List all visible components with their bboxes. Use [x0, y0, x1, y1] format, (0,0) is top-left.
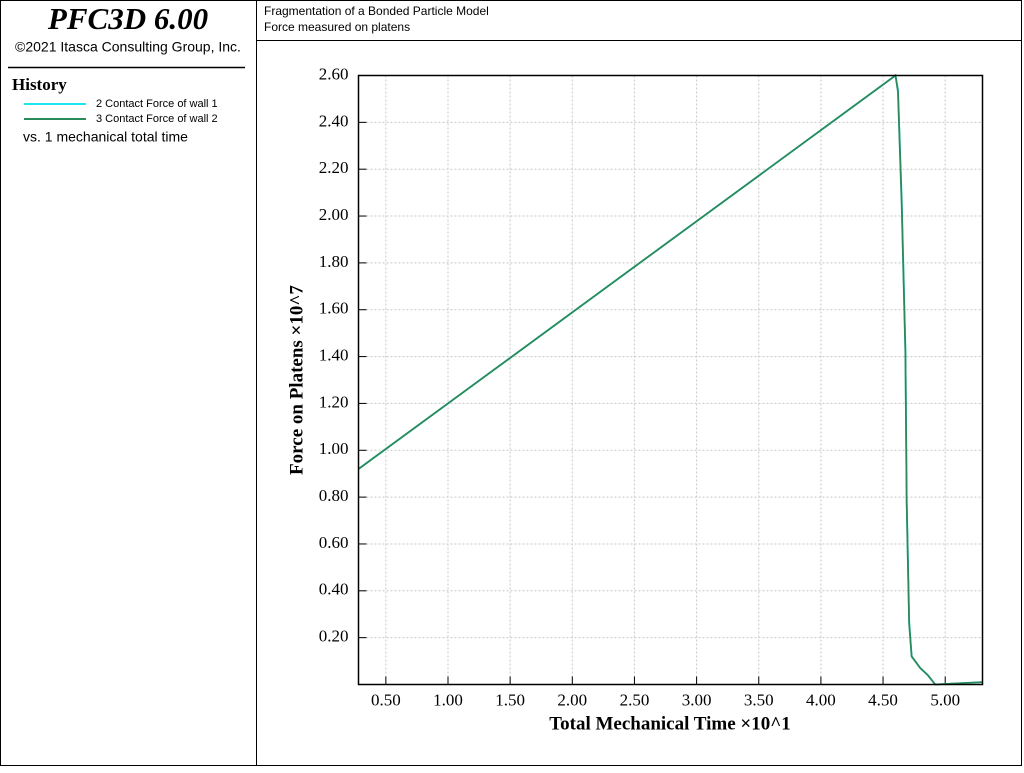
- legend-entry: 3 Contact Force of wall 2: [96, 113, 218, 125]
- legend-title: History: [12, 75, 67, 94]
- x-axis-title: Total Mechanical Time ×10^1: [549, 713, 791, 734]
- legend-entry: 2 Contact Force of wall 1: [96, 98, 218, 110]
- y-tick-label: 0.20: [319, 627, 349, 646]
- x-tick-label: 3.00: [682, 690, 712, 709]
- x-tick-label: 5.00: [930, 690, 960, 709]
- y-tick-label: 2.20: [319, 158, 349, 177]
- y-tick-label: 0.60: [319, 533, 349, 552]
- plot-frame: [357, 74, 984, 686]
- x-tick-label: 1.00: [433, 690, 463, 709]
- series-line: [357, 73, 983, 686]
- y-tick-label: 1.00: [319, 439, 349, 458]
- y-tick-label: 0.40: [319, 580, 349, 599]
- plot: 0.50 1.00 1.50 2.00 2.50 3.00 3.50 4.00 4.50 5.00…: [319, 64, 983, 709]
- x-tick-label: 2.00: [557, 690, 587, 709]
- header-subtitle: Force measured on platens: [264, 20, 410, 34]
- y-tick-label: 1.80: [319, 252, 349, 271]
- y-tick-label: 1.20: [319, 392, 349, 411]
- x-tick-label: 4.50: [868, 690, 898, 709]
- y-tick-label: 1.60: [319, 299, 349, 318]
- header-title: Fragmentation of a Bonded Particle Model: [264, 4, 489, 18]
- legend-note: vs. 1 mechanical total time: [23, 129, 188, 145]
- x-tick-label: 0.50: [371, 690, 401, 709]
- y-axis-title: Force on Platens ×10^7: [286, 285, 307, 475]
- x-tick-label: 1.50: [495, 690, 525, 709]
- y-tick-label: 2.40: [319, 111, 349, 130]
- x-tick-label: 3.50: [744, 690, 774, 709]
- x-tick-label: 4.00: [806, 690, 836, 709]
- product-title: PFC3D 6.00: [47, 1, 208, 36]
- y-tick-label: 2.00: [319, 205, 349, 224]
- x-tick-label: 2.50: [620, 690, 650, 709]
- y-tick-label: 0.80: [319, 486, 349, 505]
- y-tick-label: 1.40: [319, 345, 349, 364]
- y-tick-label: 2.60: [319, 64, 349, 83]
- copyright: ©2021 Itasca Consulting Group, Inc.: [15, 39, 241, 55]
